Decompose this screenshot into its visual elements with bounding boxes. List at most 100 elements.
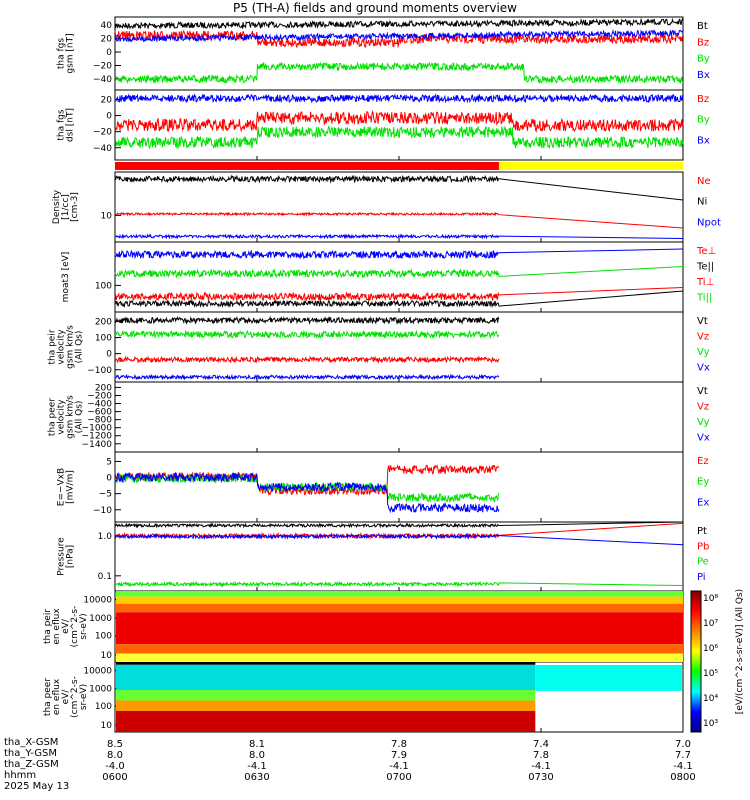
y-tick-label: −40 bbox=[93, 75, 112, 85]
y-axis-label: tha fgs bbox=[57, 109, 67, 140]
y-axis-label: tha peer bbox=[48, 398, 58, 436]
ephem-y-value: 7.9 bbox=[391, 750, 407, 761]
panel-frame bbox=[114, 381, 684, 453]
y-tick-label: −400 bbox=[87, 400, 112, 410]
y-tick-label: −40 bbox=[93, 144, 112, 154]
legend-Vt: Vt bbox=[697, 316, 708, 327]
ephem-x-value: 7.4 bbox=[533, 739, 549, 750]
y-axis-label: [nPa] bbox=[66, 545, 76, 568]
y-tick-label: 100 bbox=[95, 632, 112, 642]
series-Vz bbox=[114, 355, 500, 364]
ephem-t-value: 0630 bbox=[244, 772, 269, 783]
series-Bx bbox=[114, 28, 684, 43]
legend-Bx: Bx bbox=[697, 135, 710, 146]
y-tick-label: 10000 bbox=[83, 596, 112, 606]
ephem-x-value: 7.8 bbox=[391, 739, 407, 750]
y-axis-label: gsm km/s bbox=[66, 325, 76, 369]
y-axis-label: (cm^2-s- bbox=[70, 676, 80, 718]
ephem-y-value: 7.7 bbox=[675, 750, 691, 761]
y-axis-label: Density bbox=[52, 189, 62, 224]
y-tick-label: 40 bbox=[101, 21, 113, 31]
series-By bbox=[114, 125, 684, 150]
y-axis-label: (All Qs) bbox=[75, 331, 85, 364]
ion-spectrogram bbox=[116, 591, 683, 662]
y-axis-label: [1/cc] bbox=[61, 194, 71, 220]
series-Bx bbox=[114, 93, 684, 104]
y-tick-label: 200 bbox=[95, 317, 112, 327]
y-axis-label: dsl [nT] bbox=[66, 108, 76, 142]
legend-Pb: Pb bbox=[697, 541, 709, 552]
series-Te-perp bbox=[114, 248, 684, 260]
ephem-y-value: 8.0 bbox=[107, 750, 123, 761]
y-tick-label: 10 bbox=[101, 721, 113, 731]
legend-Bz: Bz bbox=[697, 37, 709, 48]
y-tick-label: 10000 bbox=[83, 666, 112, 676]
y-tick-label: −20 bbox=[93, 128, 112, 138]
series-Vx bbox=[114, 373, 500, 381]
y-axis-label: Pressure bbox=[57, 537, 67, 576]
legend-By: By bbox=[697, 115, 710, 126]
legend-Te⊥: Te⊥ bbox=[696, 246, 716, 257]
series-Pi bbox=[114, 532, 684, 546]
ephem-z-value: -4.0 bbox=[105, 761, 125, 772]
ephem-z-value: -4.1 bbox=[531, 761, 551, 772]
ephem-label-y: tha_Y-GSM bbox=[4, 748, 58, 759]
spectrogram-band bbox=[116, 711, 536, 732]
series-Pt bbox=[114, 521, 684, 529]
legend-Vz: Vz bbox=[697, 402, 709, 413]
y-axis-label: en eflux bbox=[52, 678, 62, 715]
y-axis-label: [cm-3] bbox=[70, 192, 80, 222]
panel-frame bbox=[114, 171, 684, 243]
ephem-z-value: -4.1 bbox=[247, 761, 267, 772]
legend-Pe: Pe bbox=[697, 557, 709, 568]
legend-Vy: Vy bbox=[697, 417, 710, 428]
y-axis-label: [mV/m] bbox=[66, 470, 76, 504]
legend-Npot: Npot bbox=[697, 217, 721, 228]
ephem-t-value: 0600 bbox=[102, 772, 127, 783]
spectrogram-band bbox=[116, 662, 536, 665]
y-axis-label: (All Qs) bbox=[75, 401, 85, 434]
y-tick-label: 0.1 bbox=[98, 572, 112, 582]
series-Ne bbox=[114, 211, 684, 229]
y-tick-label: 20 bbox=[101, 95, 113, 105]
y-tick-label: 0 bbox=[106, 48, 112, 58]
y-tick-label: −600 bbox=[87, 408, 112, 418]
series-Ni bbox=[114, 174, 684, 201]
flag-segment bbox=[498, 162, 683, 170]
ephem-x-value: 7.0 bbox=[675, 739, 691, 750]
ephem-label-z: tha_Z-GSM bbox=[4, 759, 59, 770]
legend-Bt: Bt bbox=[697, 21, 708, 32]
y-tick-label: −20 bbox=[93, 61, 112, 71]
y-tick-label: 1000 bbox=[89, 614, 112, 624]
legend-Ti⊥: Ti⊥ bbox=[696, 277, 714, 288]
spectrogram-band bbox=[116, 603, 683, 613]
ephem-y-value: 8.0 bbox=[249, 750, 265, 761]
electron-spectrogram-cyan bbox=[535, 665, 682, 691]
series-Ti-par bbox=[114, 266, 684, 279]
legend-Ni: Ni bbox=[697, 197, 707, 208]
colorbar-tick: 10⁴ bbox=[703, 694, 718, 704]
y-axis-label: (cm^2-s- bbox=[70, 606, 80, 648]
series-Ti-perp bbox=[114, 287, 684, 302]
series-Bz bbox=[114, 29, 684, 49]
legend-Vz: Vz bbox=[697, 332, 709, 343]
series-Te-par bbox=[114, 290, 684, 309]
series-Vy bbox=[114, 329, 500, 340]
y-tick-label: −5 bbox=[99, 490, 112, 500]
colorbar bbox=[690, 590, 702, 733]
spectrogram-band bbox=[116, 700, 536, 711]
legend-Ex: Ex bbox=[697, 497, 709, 508]
colorbar-tick: 10³ bbox=[703, 719, 718, 729]
series-Bt bbox=[114, 17, 684, 30]
y-axis-label: tha peer bbox=[43, 678, 53, 716]
ephem-z-value: -4.1 bbox=[673, 761, 693, 772]
ephemeris-labels: tha_X-GSM tha_Y-GSM tha_Z-GSM hhmm 2025 … bbox=[4, 737, 69, 792]
ephem-z-value: -4.1 bbox=[389, 761, 409, 772]
legend-Pt: Pt bbox=[697, 526, 707, 537]
colorbar-tick: 10⁷ bbox=[703, 619, 718, 629]
legend-Bz: Bz bbox=[697, 94, 709, 105]
y-tick-label: 10 bbox=[101, 211, 113, 221]
spectrogram-band bbox=[116, 596, 683, 604]
spectrogram-band bbox=[116, 591, 683, 597]
y-tick-label: −800 bbox=[87, 416, 112, 426]
